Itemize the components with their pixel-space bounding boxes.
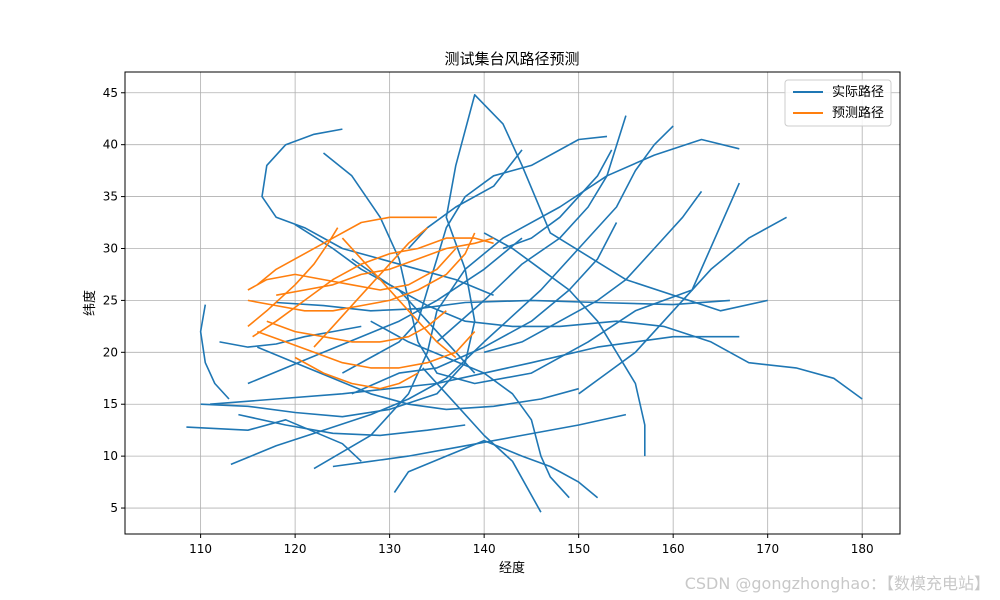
actual-path-track xyxy=(247,237,523,385)
y-tick-label: 5 xyxy=(110,501,118,515)
series-actual-path xyxy=(186,94,863,513)
actual-path-track xyxy=(230,125,674,466)
series-predicted-path xyxy=(247,216,494,390)
actual-path-track xyxy=(342,135,608,374)
chart-title: 测试集台风路径预测 xyxy=(444,50,579,68)
actual-path-track xyxy=(422,367,542,513)
predicted-path-track xyxy=(276,237,494,296)
legend: 实际路径 预测路径 xyxy=(784,79,892,127)
actual-path-track xyxy=(276,299,730,312)
predicted-path-track xyxy=(252,237,494,338)
predicted-path-track xyxy=(247,232,476,312)
x-tick-label: 160 xyxy=(662,542,685,556)
actual-path-track xyxy=(351,222,618,395)
actual-path-track xyxy=(261,128,494,296)
y-tick-label: 35 xyxy=(103,190,118,204)
actual-path-track xyxy=(393,439,599,499)
x-tick-label: 150 xyxy=(567,542,590,556)
actual-path-track xyxy=(256,346,579,411)
x-tick-label: 170 xyxy=(756,542,779,556)
grid xyxy=(125,72,900,534)
actual-path-track xyxy=(238,413,466,437)
actual-path-track xyxy=(332,413,627,468)
plot-frame xyxy=(124,71,901,535)
actual-path-track xyxy=(407,149,523,250)
actual-path-track xyxy=(436,115,627,343)
series-layer xyxy=(186,94,863,513)
actual-path-track xyxy=(502,149,613,250)
actual-path-track xyxy=(200,94,768,418)
actual-path-track xyxy=(199,304,230,400)
legend-label-actual: 实际路径 xyxy=(832,84,884,100)
y-axis-label: 纬度 xyxy=(82,290,98,316)
predicted-path-track xyxy=(313,227,428,348)
predicted-path-track xyxy=(256,216,437,286)
x-axis-label: 经度 xyxy=(499,560,525,576)
actual-path-track xyxy=(370,320,570,499)
y-tick-label: 20 xyxy=(103,345,118,359)
actual-path-track xyxy=(483,232,646,457)
x-tick-label: 130 xyxy=(378,542,401,556)
x-tick-label: 140 xyxy=(473,542,496,556)
x-tick-label: 180 xyxy=(851,542,874,556)
watermark: CSDN @gongzhonghao：【数模充电站】 xyxy=(684,574,990,593)
actual-path-track xyxy=(483,190,703,354)
actual-path-track xyxy=(186,418,362,462)
actual-path-track xyxy=(322,152,741,385)
y-tick-label: 40 xyxy=(103,138,118,152)
actual-path-track xyxy=(578,216,787,395)
actual-path-track xyxy=(210,335,740,405)
x-axis: 110 120 130 140 150 160 170 180 xyxy=(189,534,874,556)
x-tick-label: 120 xyxy=(284,542,307,556)
x-tick-label: 110 xyxy=(189,542,212,556)
legend-label-predicted: 预测路径 xyxy=(832,105,884,121)
predicted-path-track xyxy=(247,247,457,291)
y-tick-label: 10 xyxy=(103,449,118,463)
predicted-path-track xyxy=(294,356,419,390)
y-tick-label: 30 xyxy=(103,241,118,255)
predicted-path-track xyxy=(257,330,476,369)
y-axis: 5 10 15 20 25 30 35 40 45 xyxy=(103,86,125,515)
actual-path-track xyxy=(219,325,362,348)
predicted-path-track xyxy=(341,237,457,359)
y-tick-label: 45 xyxy=(103,86,118,100)
y-tick-label: 15 xyxy=(103,397,118,411)
y-tick-label: 25 xyxy=(103,293,118,307)
actual-path-track xyxy=(313,138,740,470)
